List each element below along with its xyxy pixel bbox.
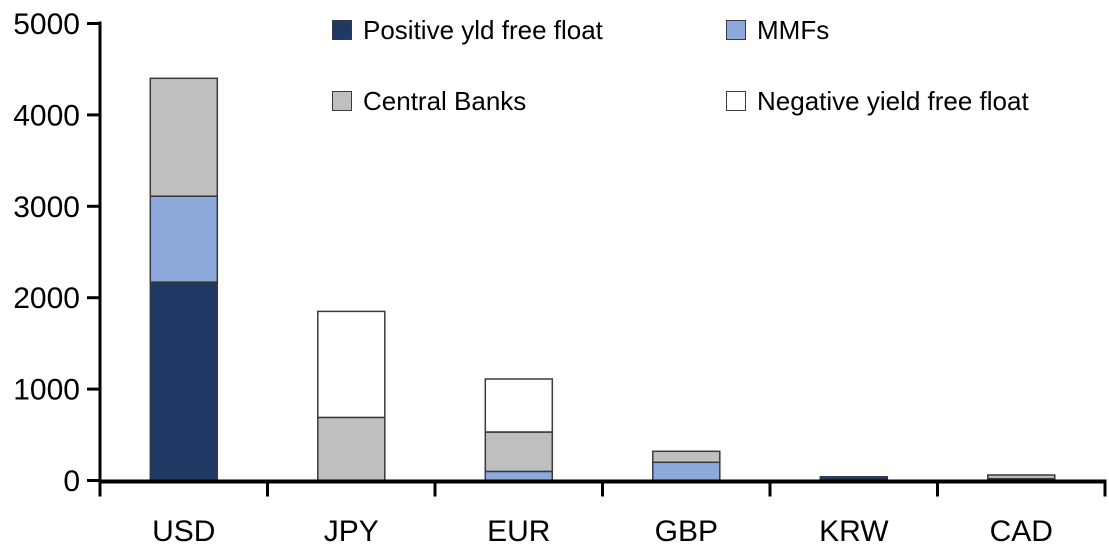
y-tick-label-2000: 2000 — [13, 282, 80, 315]
legend-item-mmfs: MMFs — [726, 16, 829, 44]
legend-swatch-negative-yield-icon — [726, 91, 746, 111]
legend-swatch-central-banks-icon — [332, 91, 352, 111]
y-tick-label-4000: 4000 — [13, 99, 80, 132]
legend-label-negative-yield: Negative yield free float — [757, 86, 1029, 116]
bar-segment-GBP-1 — [652, 461, 721, 482]
bar-segment-EUR-1 — [484, 470, 554, 482]
legend-label-central-banks: Central Banks — [363, 86, 527, 116]
x-category-label-JPY: JPY — [324, 515, 379, 548]
y-tick-label-0: 0 — [63, 465, 80, 498]
bar-segment-JPY-2 — [317, 416, 386, 482]
legend-label-positive-yld: Positive yld free float — [363, 15, 603, 45]
x-category-label-CAD: CAD — [990, 515, 1053, 548]
bar-segment-CAD-2 — [987, 474, 1056, 480]
legend-item-central-banks: Central Banks — [332, 87, 526, 115]
bar-segment-USD-2 — [149, 77, 219, 197]
legend-swatch-mmfs-icon — [726, 20, 746, 40]
legend-item-negative-yield-free-float: Negative yield free float — [726, 87, 1029, 115]
x-category-label-EUR: EUR — [487, 515, 550, 548]
legend-item-positive-yld-free-float: Positive yld free float — [332, 16, 603, 44]
bar-segment-JPY-3 — [317, 310, 386, 419]
legend-swatch-positive-yld-icon — [332, 20, 352, 40]
bar-segment-USD-1 — [149, 195, 219, 283]
bar-segment-EUR-2 — [484, 431, 554, 473]
y-tick-label-5000: 5000 — [13, 8, 80, 41]
x-category-label-USD: USD — [152, 515, 215, 548]
bar-segment-USD-0 — [149, 281, 219, 482]
x-category-label-GBP: GBP — [655, 515, 718, 548]
y-tick-label-1000: 1000 — [13, 374, 80, 407]
bar-segment-EUR-3 — [484, 378, 554, 433]
y-tick-label-3000: 3000 — [13, 191, 80, 224]
legend-label-mmfs: MMFs — [757, 15, 830, 45]
bar-segment-GBP-2 — [652, 450, 721, 464]
x-category-label-KRW: KRW — [819, 515, 889, 548]
